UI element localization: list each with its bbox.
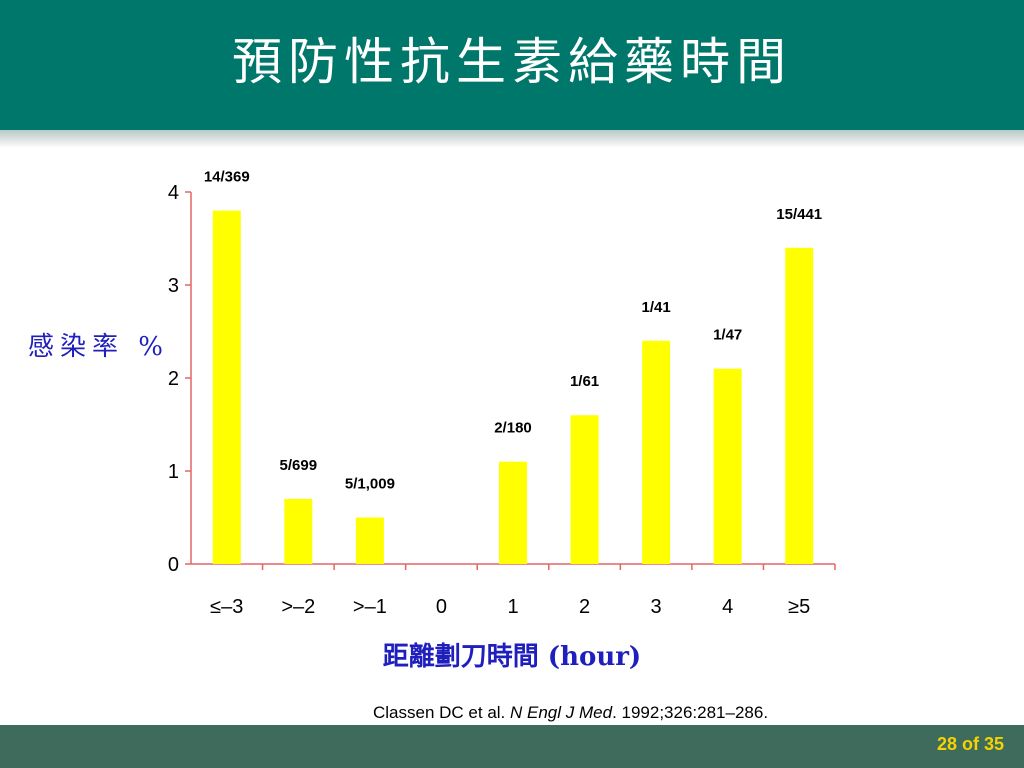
citation-journal: N Engl J Med <box>510 703 613 722</box>
data-label: 1/41 <box>642 299 671 316</box>
bar <box>212 210 241 564</box>
x-tick-label: >–2 <box>281 596 315 618</box>
y-tick-label: 1 <box>168 461 179 483</box>
x-axis-label: 距離劃刀時間 (hour) <box>382 642 642 672</box>
data-label: 15/441 <box>776 206 822 223</box>
x-tick-label: 2 <box>579 596 590 618</box>
title-bar-shadow <box>0 130 1024 148</box>
x-tick-label: 1 <box>507 596 518 618</box>
data-label: 1/61 <box>570 373 599 390</box>
y-tick-label: 4 <box>168 182 179 204</box>
x-tick-label: 4 <box>722 596 733 618</box>
footer-bar <box>0 725 1024 768</box>
bar <box>499 461 527 564</box>
bar <box>355 517 384 564</box>
bar <box>713 368 742 564</box>
bar <box>284 498 313 564</box>
citation-details: . 1992;326:281–286. <box>612 703 769 722</box>
data-label: 2/180 <box>494 420 532 437</box>
page-number: 28 of 35 <box>936 734 1004 754</box>
bar <box>785 247 814 565</box>
data-label: 5/1,009 <box>345 476 395 493</box>
y-tick-label: 0 <box>168 554 179 576</box>
title-bar <box>0 0 1024 130</box>
x-tick-label: 0 <box>436 596 447 618</box>
bar <box>570 415 599 564</box>
citation: Classen DC et al. N Engl J Med. 1992;326… <box>373 703 768 723</box>
bar <box>642 340 671 564</box>
x-tick-label: 3 <box>651 596 662 618</box>
x-tick-label: ≤–3 <box>210 596 243 618</box>
data-label: 1/47 <box>713 327 742 344</box>
x-tick-label: >–1 <box>353 596 387 618</box>
citation-authors: Classen DC et al. <box>373 703 506 722</box>
data-label: 14/369 <box>204 169 250 186</box>
slide-title: 預防性抗生素給藥時間 <box>232 33 792 91</box>
y-tick-label: 2 <box>168 368 179 390</box>
y-tick-label: 3 <box>168 275 179 297</box>
data-label: 5/699 <box>280 457 318 474</box>
y-axis-label: 感染率 % <box>28 332 169 362</box>
x-tick-label: ≥5 <box>788 596 810 618</box>
